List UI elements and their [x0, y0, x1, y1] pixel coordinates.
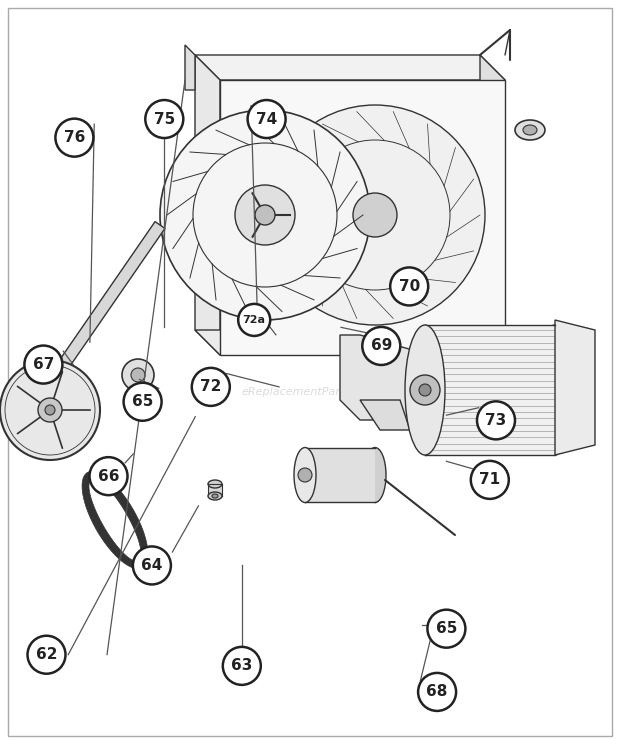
Circle shape — [298, 468, 312, 482]
Circle shape — [122, 359, 154, 391]
Circle shape — [45, 405, 55, 415]
Circle shape — [24, 345, 63, 384]
Circle shape — [419, 384, 431, 396]
Text: 63: 63 — [231, 658, 252, 673]
Ellipse shape — [523, 125, 537, 135]
Text: 65: 65 — [436, 621, 457, 636]
Polygon shape — [480, 55, 505, 355]
Circle shape — [238, 304, 270, 336]
Text: 76: 76 — [64, 130, 85, 145]
Text: 67: 67 — [33, 357, 54, 372]
Circle shape — [265, 105, 485, 325]
Polygon shape — [185, 45, 195, 90]
Polygon shape — [440, 420, 500, 445]
Polygon shape — [305, 448, 375, 502]
Polygon shape — [195, 330, 505, 355]
Circle shape — [133, 546, 171, 585]
Polygon shape — [55, 222, 165, 373]
Ellipse shape — [212, 494, 218, 498]
Circle shape — [471, 461, 509, 499]
Polygon shape — [82, 471, 148, 568]
Polygon shape — [195, 55, 505, 80]
Circle shape — [0, 360, 100, 460]
Circle shape — [89, 457, 128, 496]
Text: 75: 75 — [154, 112, 175, 126]
Text: 71: 71 — [479, 472, 500, 487]
Circle shape — [55, 118, 94, 157]
Text: 72a: 72a — [242, 315, 266, 325]
Text: eReplacementParts.com: eReplacementParts.com — [242, 387, 378, 397]
Circle shape — [145, 100, 184, 138]
Text: 74: 74 — [256, 112, 277, 126]
Polygon shape — [220, 80, 505, 355]
Polygon shape — [89, 479, 141, 561]
Polygon shape — [340, 335, 430, 420]
Circle shape — [247, 100, 286, 138]
Circle shape — [123, 382, 162, 421]
Ellipse shape — [208, 480, 222, 488]
Circle shape — [477, 401, 515, 440]
Polygon shape — [425, 325, 555, 455]
Circle shape — [418, 673, 456, 711]
Polygon shape — [420, 330, 500, 420]
Circle shape — [410, 375, 440, 405]
Ellipse shape — [515, 120, 545, 140]
Circle shape — [160, 110, 370, 320]
Text: 69: 69 — [371, 339, 392, 353]
Circle shape — [235, 185, 295, 245]
Circle shape — [223, 647, 261, 685]
Circle shape — [27, 635, 66, 674]
Text: 65: 65 — [132, 394, 153, 409]
Ellipse shape — [208, 492, 222, 500]
Ellipse shape — [405, 325, 445, 455]
Text: 73: 73 — [485, 413, 507, 428]
Ellipse shape — [294, 447, 316, 502]
Text: 64: 64 — [141, 558, 162, 573]
Circle shape — [427, 609, 466, 648]
Circle shape — [390, 267, 428, 306]
Circle shape — [192, 368, 230, 406]
Polygon shape — [360, 400, 410, 430]
Circle shape — [362, 327, 401, 365]
Text: 72: 72 — [200, 379, 221, 394]
Polygon shape — [195, 55, 220, 355]
Circle shape — [38, 398, 62, 422]
Circle shape — [353, 193, 397, 237]
Text: 68: 68 — [427, 684, 448, 699]
Text: 62: 62 — [36, 647, 57, 662]
Polygon shape — [555, 320, 595, 455]
Circle shape — [255, 205, 275, 225]
Text: 70: 70 — [399, 279, 420, 294]
Polygon shape — [208, 484, 222, 496]
Circle shape — [131, 368, 145, 382]
Bar — [220, 55, 510, 360]
Ellipse shape — [364, 447, 386, 502]
Text: 66: 66 — [98, 469, 119, 484]
Ellipse shape — [535, 325, 575, 455]
